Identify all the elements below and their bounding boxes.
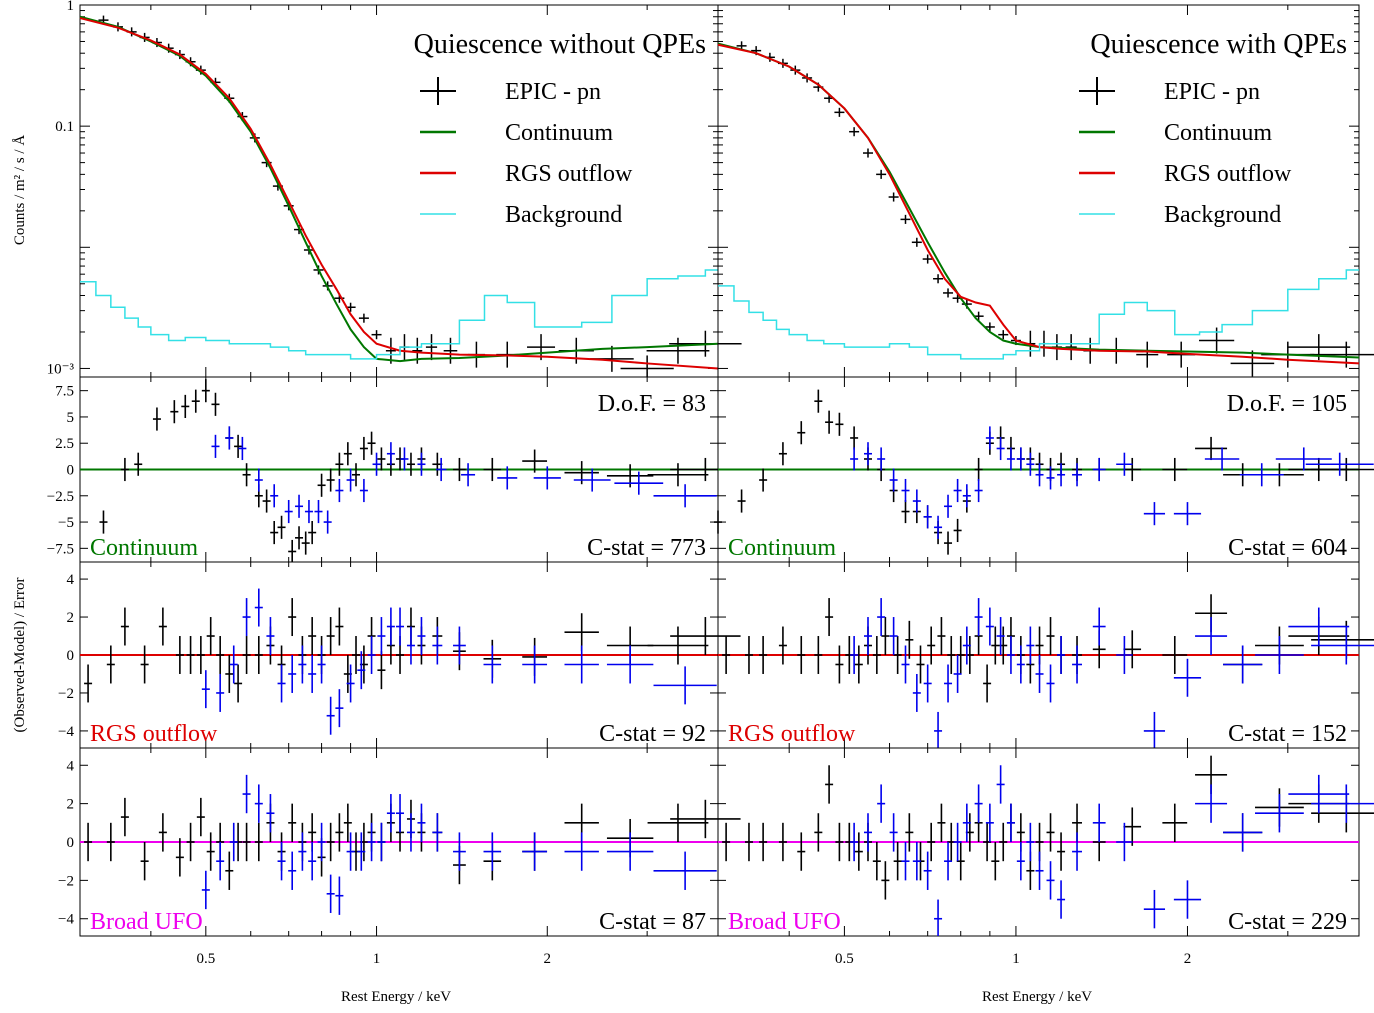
rgs-outflow-model-line — [79, 17, 719, 370]
y-tick-label: 5 — [67, 410, 75, 426]
cstat-label: C-stat = 229 — [1228, 909, 1347, 935]
x-tick-label: 2 — [1184, 951, 1192, 967]
panel-spectrum-right: Quiescence with QPEs EPIC - pn Continuum RG… — [717, 4, 1374, 378]
y-tick-label: −4 — [58, 724, 74, 740]
legend-background: Background — [505, 202, 622, 228]
y-axis-label-spectrum: Counts / m² / s / Å — [12, 135, 28, 246]
panel-ufo-left: 0.5 1 2 4 2 0 −2 −4 Broad UFO C-stat = 87 — [58, 747, 741, 967]
dof-label: D.o.F. = 83 — [598, 391, 706, 417]
panel-spectrum-left: 1 0.1 10⁻³ Quiescence without QPEs EPIC - pn… — [47, 0, 742, 378]
model-label: Continuum — [728, 535, 836, 561]
cstat-label: C-stat = 92 — [599, 721, 706, 747]
x-tick-label: 2 — [544, 951, 552, 967]
panel-frame — [717, 4, 1360, 378]
panel-ufo-right: 0.5 1 2 Broad UFO C-stat = 229 — [717, 747, 1374, 967]
model-label: Broad UFO — [728, 909, 841, 935]
panel-rgs-left: 4 2 0 −2 −4 RGS outflow C-stat = 92 — [58, 561, 741, 749]
legend-background: Background — [1164, 202, 1281, 228]
legend-continuum: Continuum — [1164, 120, 1272, 146]
background-histogram — [80, 269, 718, 360]
rgs-outflow-model-line — [717, 43, 1360, 365]
y-tick-label: 4 — [67, 758, 75, 774]
continuum-model-line — [79, 15, 719, 363]
y-tick-label: 4 — [67, 572, 75, 588]
model-label: Continuum — [90, 535, 198, 561]
y-tick-label: −2.5 — [47, 489, 74, 505]
legend-continuum: Continuum — [505, 120, 613, 146]
panel-continuum-right: Continuum C-stat = 604 D.o.F. = 105 — [714, 376, 1374, 563]
legend-epic-pn: EPIC - pn — [1164, 79, 1260, 105]
x-axis-label-left: Rest Energy / keV — [341, 989, 451, 1005]
y-tick-label: 2 — [67, 610, 75, 626]
y-tick-label: 7.5 — [55, 384, 74, 400]
x-axis-label-right: Rest Energy / keV — [982, 989, 1092, 1005]
y-tick-label: −2 — [58, 873, 74, 889]
panel-title: Quiescence without QPEs — [414, 29, 706, 60]
y-tick-label: 10⁻³ — [47, 361, 75, 377]
y-tick-label: 0 — [67, 648, 75, 664]
y-tick-label: −4 — [58, 912, 74, 928]
panel-continuum-left: 7.5 5 2.5 0 −2.5 −5 −7.5 Continuum C-stat = 773 D… — [47, 376, 741, 563]
model-label: RGS outflow — [90, 721, 218, 747]
legend-epic-pn: EPIC - pn — [505, 79, 601, 105]
y-tick-label: −2 — [58, 686, 74, 702]
y-tick-label: 2.5 — [55, 436, 74, 452]
panel-title: Quiescence with QPEs — [1090, 29, 1347, 60]
y-axis-label-residuals: (Observed-Model) / Error — [12, 578, 28, 733]
panel-frame — [79, 4, 719, 378]
y-tick-label: 1 — [67, 0, 75, 14]
y-tick-label: 2 — [67, 797, 75, 813]
dof-label: D.o.F. = 105 — [1227, 391, 1347, 417]
y-tick-label: 0.1 — [55, 119, 74, 135]
x-tick-label: 1 — [373, 951, 381, 967]
legend-rgs-outflow: RGS outflow — [505, 161, 633, 187]
x-tick-label: 1 — [1012, 951, 1020, 967]
y-tick-label: 0 — [67, 835, 75, 851]
cstat-label: C-stat = 87 — [599, 909, 706, 935]
cstat-label: C-stat = 773 — [587, 535, 706, 561]
y-tick-label: −5 — [58, 515, 74, 531]
y-tick-label: −7.5 — [47, 541, 74, 557]
plot-layer: 1 0.1 10⁻³ Quiescence without QPEs EPIC - pn… — [47, 0, 1374, 967]
legend-rgs-outflow: RGS outflow — [1164, 161, 1292, 187]
background-histogram — [718, 269, 1359, 360]
cstat-label: C-stat = 604 — [1228, 535, 1347, 561]
model-label: Broad UFO — [90, 909, 203, 935]
y-tick-label: 0 — [67, 463, 75, 479]
model-label: RGS outflow — [728, 721, 856, 747]
cstat-label: C-stat = 152 — [1228, 721, 1347, 747]
x-tick-label: 0.5 — [196, 951, 215, 967]
x-tick-label: 0.5 — [835, 951, 854, 967]
panel-rgs-right: RGS outflow C-stat = 152 — [717, 561, 1374, 749]
